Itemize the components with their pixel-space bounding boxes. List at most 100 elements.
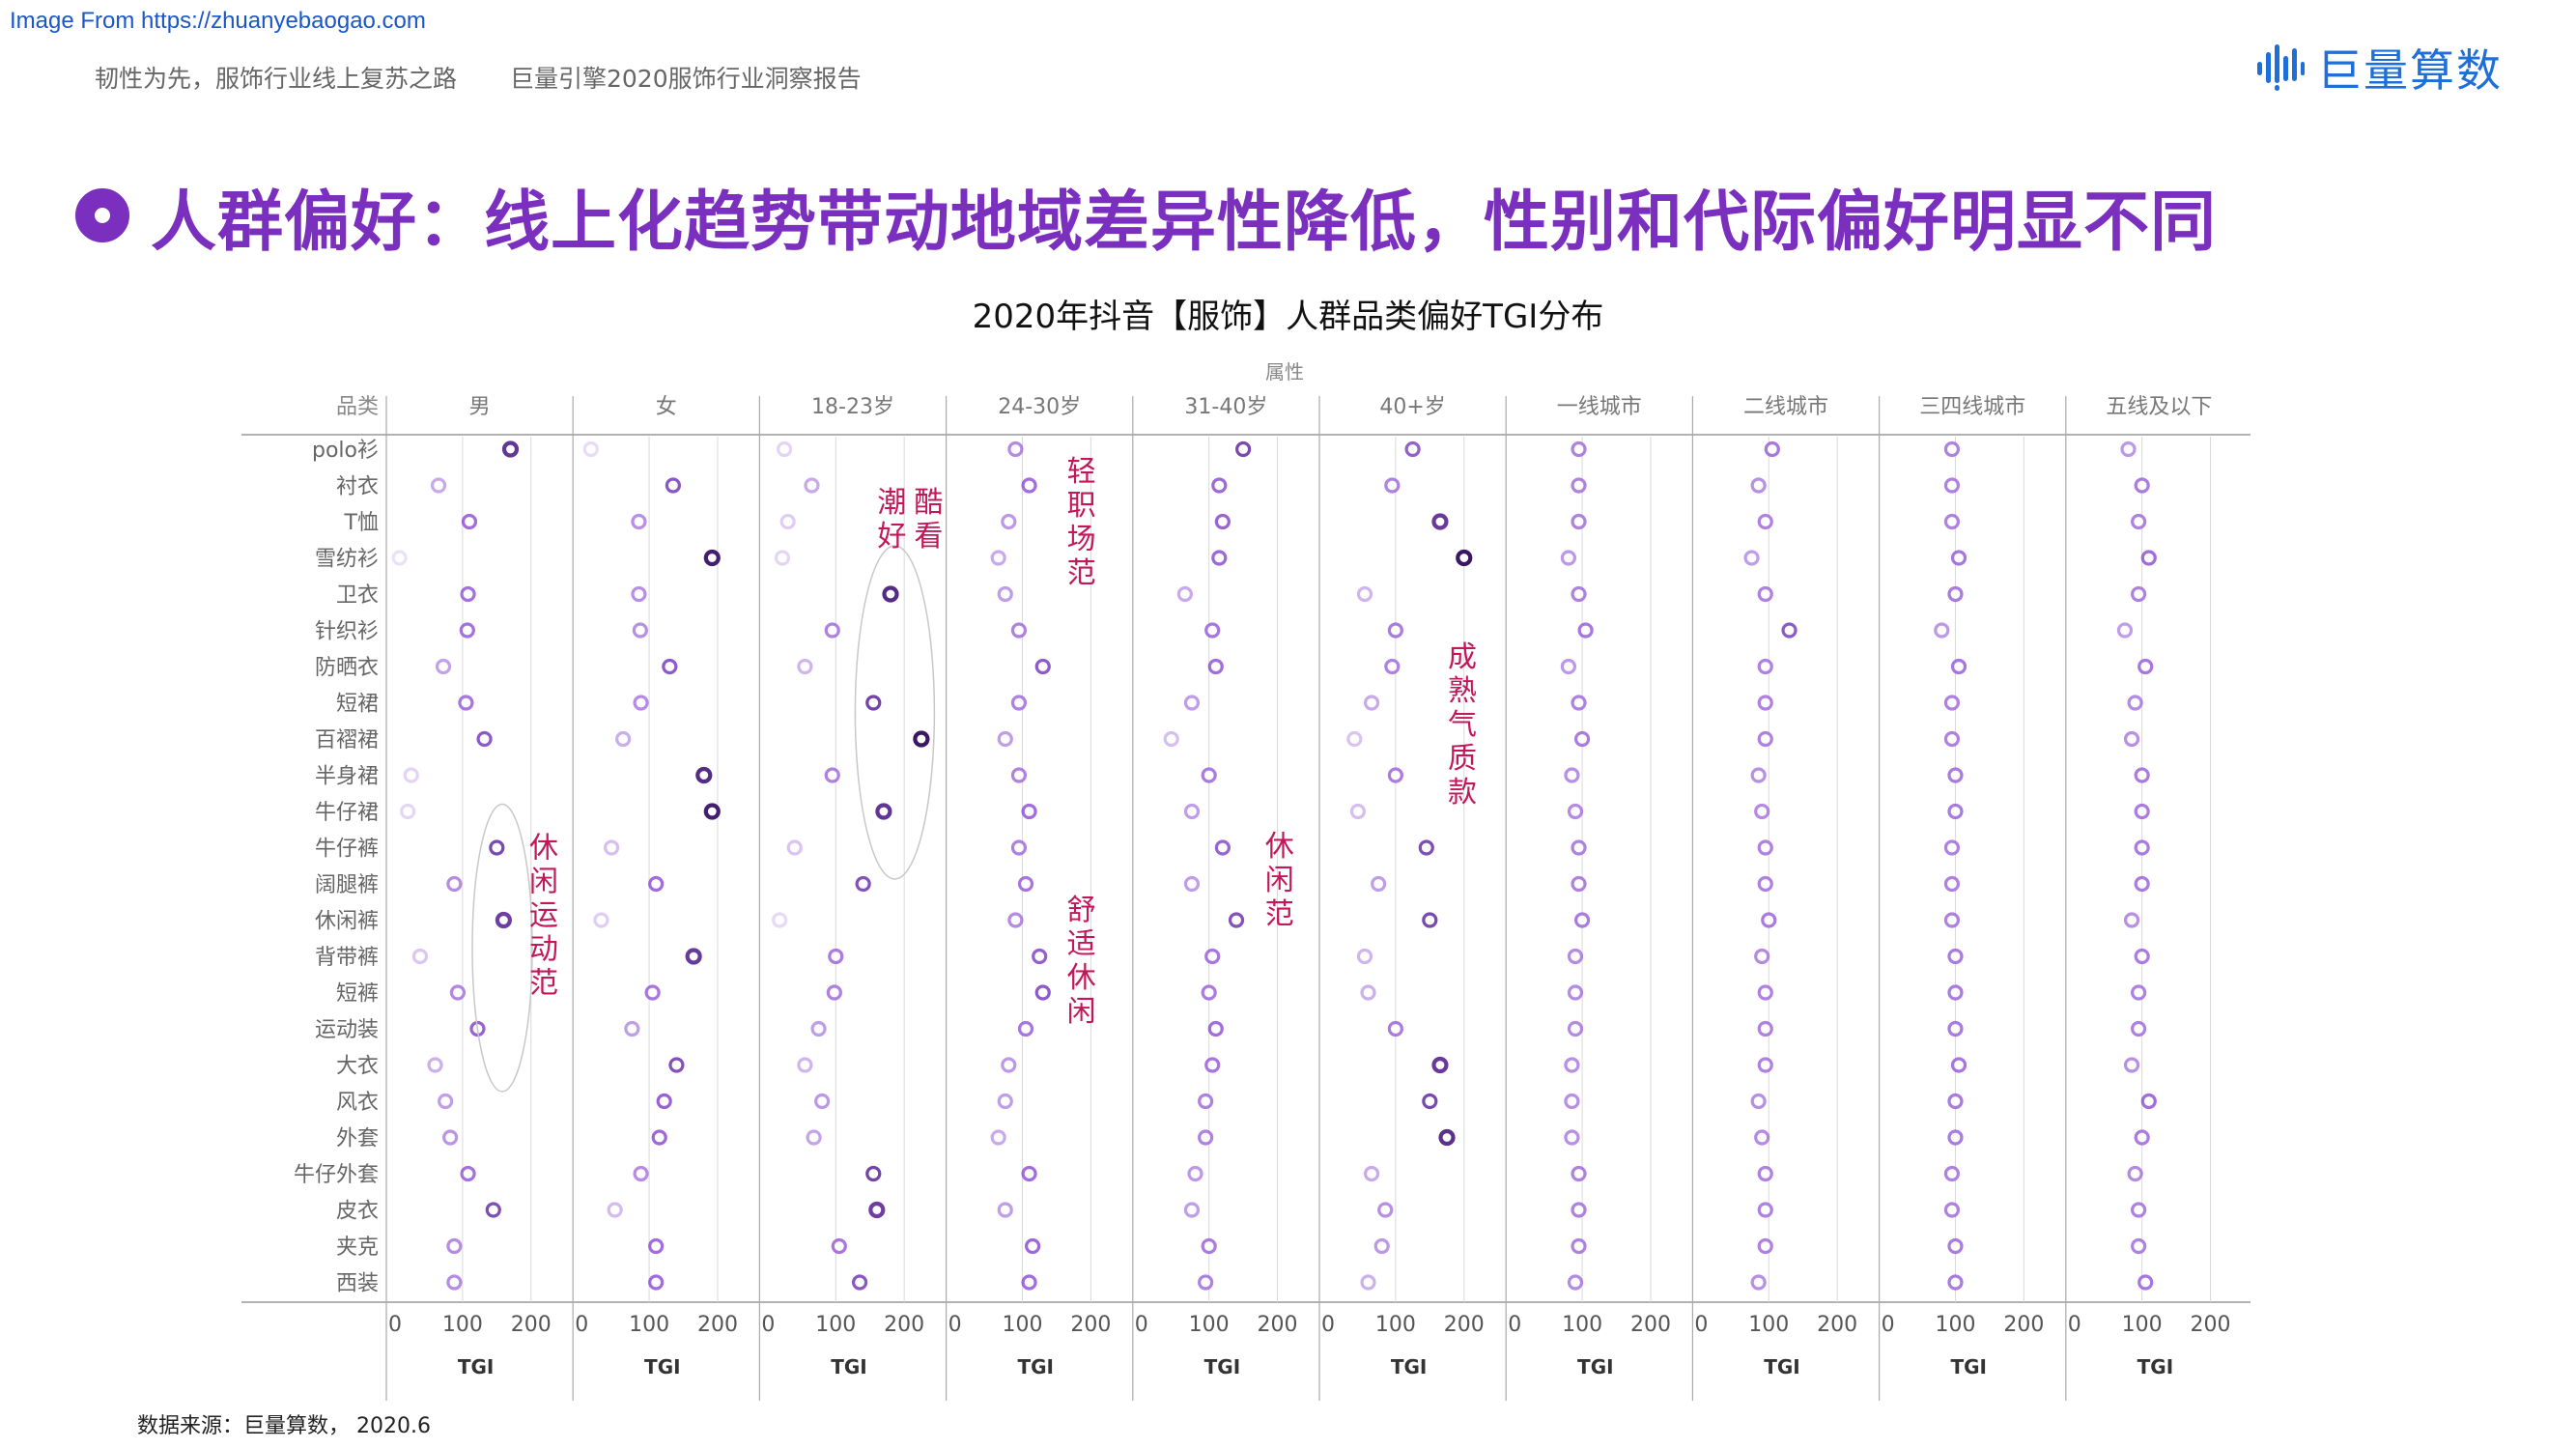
chart-title: 2020年抖音【服饰】人群品类偏好TGI分布 bbox=[972, 298, 1604, 336]
data-point bbox=[607, 1202, 623, 1218]
data-point bbox=[685, 948, 702, 965]
x-axis-label: TGI bbox=[1764, 1355, 1800, 1378]
data-point bbox=[624, 1020, 640, 1037]
data-point bbox=[458, 695, 474, 711]
annotation-label: 质 bbox=[1448, 742, 1477, 776]
annotation-label: 休 bbox=[1265, 830, 1294, 864]
category-label: 大衣 bbox=[336, 1055, 379, 1079]
data-point bbox=[1571, 839, 1587, 856]
annotation-label: 适 bbox=[1067, 927, 1096, 961]
data-point bbox=[2127, 1165, 2143, 1182]
data-point bbox=[485, 1202, 501, 1218]
annotation-label: 款 bbox=[1448, 776, 1477, 810]
data-point bbox=[2140, 1093, 2157, 1110]
panel-header: 男 bbox=[469, 395, 491, 419]
x-tick-label: 100 bbox=[1375, 1313, 1416, 1337]
x-tick-label: 100 bbox=[442, 1313, 483, 1337]
data-point bbox=[460, 1165, 476, 1182]
category-label: 百褶裙 bbox=[315, 728, 379, 753]
data-point bbox=[1567, 1020, 1584, 1037]
data-point bbox=[1032, 948, 1048, 965]
data-point bbox=[1010, 695, 1028, 711]
data-point bbox=[1571, 477, 1587, 494]
data-point bbox=[1947, 1237, 1964, 1255]
annotation-label: 潮 bbox=[877, 486, 906, 520]
x-tick-label: 200 bbox=[1070, 1313, 1111, 1337]
x-tick-label: 0 bbox=[948, 1313, 962, 1337]
data-point bbox=[1010, 622, 1028, 639]
data-point bbox=[1757, 1237, 1773, 1255]
data-point bbox=[1560, 550, 1577, 566]
data-point bbox=[2134, 839, 2150, 856]
data-point bbox=[1387, 622, 1403, 639]
data-point bbox=[777, 440, 793, 458]
data-point bbox=[1564, 1057, 1580, 1073]
data-point bbox=[446, 875, 463, 893]
x-tick-label: 200 bbox=[1258, 1313, 1298, 1337]
data-point bbox=[1207, 1020, 1224, 1037]
data-point bbox=[1363, 695, 1380, 711]
data-point bbox=[1943, 912, 1961, 928]
data-point bbox=[1017, 1020, 1034, 1037]
data-point bbox=[656, 1093, 672, 1110]
data-point bbox=[997, 1202, 1013, 1218]
x-axis-label: TGI bbox=[644, 1355, 681, 1378]
x-tick-label: 200 bbox=[1630, 1313, 1671, 1337]
data-point bbox=[1422, 912, 1438, 928]
data-point bbox=[1371, 875, 1387, 893]
data-point bbox=[1754, 803, 1770, 820]
data-point bbox=[1017, 875, 1034, 893]
data-point bbox=[1571, 513, 1587, 530]
category-label: T恤 bbox=[344, 511, 379, 535]
data-point bbox=[2131, 1237, 2147, 1255]
data-point bbox=[1187, 1165, 1203, 1182]
data-point bbox=[438, 1093, 454, 1110]
data-point bbox=[1431, 513, 1449, 530]
data-point bbox=[990, 1129, 1006, 1146]
data-point bbox=[668, 1057, 685, 1073]
x-tick-label: 0 bbox=[1508, 1313, 1521, 1337]
data-point bbox=[648, 1237, 665, 1255]
data-point bbox=[1007, 440, 1024, 458]
x-tick-label: 0 bbox=[1882, 1313, 1895, 1337]
annotation-label: 运 bbox=[529, 899, 558, 933]
data-point bbox=[1431, 1056, 1449, 1074]
data-point bbox=[1757, 730, 1773, 748]
data-point bbox=[1211, 477, 1228, 494]
data-point bbox=[810, 1020, 827, 1037]
data-point bbox=[2134, 1129, 2150, 1146]
report-subtitle: 韧性为先，服饰行业线上复苏之路 bbox=[95, 65, 458, 93]
data-point bbox=[1560, 658, 1577, 675]
x-axis-label: TGI bbox=[1391, 1355, 1428, 1378]
highlight-ellipse bbox=[471, 803, 533, 1093]
annotation-label: 闲 bbox=[1067, 995, 1096, 1029]
annotation-label: 闲 bbox=[1265, 864, 1294, 897]
data-point bbox=[1947, 984, 1964, 1001]
data-point bbox=[1007, 912, 1024, 928]
panel-header: 一线城市 bbox=[1557, 395, 1642, 419]
source-url[interactable]: Image From https://zhuanyebaogao.com bbox=[10, 8, 426, 34]
data-point bbox=[633, 695, 649, 711]
data-point bbox=[1757, 695, 1773, 711]
data-point bbox=[1235, 440, 1252, 458]
data-point bbox=[1950, 550, 1967, 566]
annotation-label: 场 bbox=[1067, 523, 1096, 556]
data-point bbox=[2123, 730, 2140, 748]
data-point bbox=[1567, 1274, 1584, 1291]
data-point bbox=[476, 730, 493, 748]
data-point bbox=[459, 622, 475, 639]
data-point bbox=[1750, 1093, 1767, 1110]
data-point bbox=[1163, 730, 1179, 748]
data-point bbox=[400, 803, 416, 820]
data-point bbox=[1384, 658, 1401, 675]
annotation-label: 轻 bbox=[1067, 455, 1096, 489]
data-point bbox=[851, 1274, 868, 1291]
annotation-label: 看 bbox=[914, 520, 943, 554]
data-point bbox=[648, 875, 665, 893]
data-point bbox=[1750, 767, 1767, 783]
x-tick-label: 200 bbox=[1444, 1313, 1485, 1337]
data-point bbox=[489, 839, 505, 856]
data-point bbox=[703, 549, 721, 567]
data-point bbox=[1757, 1202, 1773, 1218]
category-label: 雪纺衫 bbox=[315, 548, 379, 572]
